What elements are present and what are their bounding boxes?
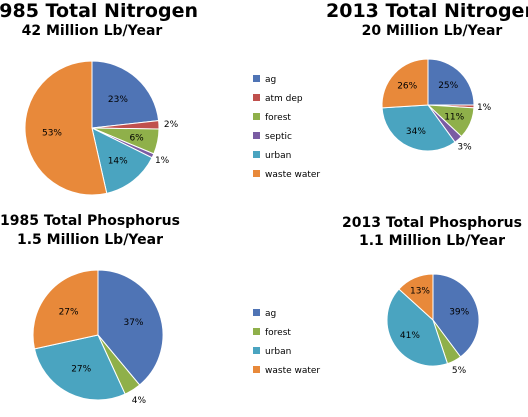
legend-swatch-urban [253,151,260,158]
slice-label-urban: 41% [400,331,420,341]
pie-slice-waste-water [24,60,108,196]
legend-label-waste-water: waste water [265,170,320,180]
legend-phosphorus: ag forest urban waste water [253,309,320,376]
slice-label-ag: 25% [438,81,458,91]
chart-title: 2013 Total Phosphorus [342,215,522,231]
slice-label-urban: 14% [108,157,128,167]
pie-slice-urban [33,334,126,401]
legend-swatch-waste-water [253,170,260,177]
slice-label-forest: 11% [444,112,464,122]
slice-label-waste-water: 26% [397,82,417,92]
pie-chart-1985-total-phosphorus: 1985 Total Phosphorus 1.5 Million Lb/Year… [0,213,180,406]
slice-label-forest: 4% [132,396,147,406]
legend-label-waste-water: waste water [265,366,320,376]
legend-label-urban: urban [265,347,291,357]
slice-label-ag: 37% [123,318,143,328]
legend-swatch-ag [253,75,260,82]
legend-swatch-forest [253,328,260,335]
slice-label-waste-water: 13% [410,287,430,297]
slice-label-waste-water: 27% [59,307,79,317]
slice-label-septic: 3% [457,142,472,152]
legend-swatch-waste-water [253,366,260,373]
chart-title: 1985 Total Nitrogen [0,0,198,22]
slice-label-atm-dep: 1% [477,103,492,113]
pie-chart-2013-total-phosphorus: 2013 Total Phosphorus 1.1 Million Lb/Year… [342,215,522,376]
legend-swatch-urban [253,347,260,354]
slice-label-septic: 1% [155,156,170,166]
slice-label-forest: 5% [452,366,467,376]
chart-title: 1985 Total Phosphorus [0,213,180,229]
chart-subtitle: 1.1 Million Lb/Year [359,233,505,249]
legend-swatch-septic [253,132,260,139]
legend-swatch-ag [253,309,260,316]
pie-slice-ag [432,273,480,358]
slice-label-ag: 39% [449,307,469,317]
slice-label-forest: 6% [129,133,144,143]
legend-label-ag: ag [265,75,276,85]
pie-slice-urban [386,288,449,367]
chart-subtitle: 42 Million Lb/Year [22,23,163,39]
chart-subtitle: 20 Million Lb/Year [362,23,503,39]
pie-slice-ag [91,60,160,129]
pie-slice-ag [97,269,164,386]
slice-label-ag: 23% [108,95,128,105]
legend-label-urban: urban [265,151,291,161]
pie-slice-waste-water [381,58,429,109]
pie-slice-urban [91,127,153,194]
legend-label-forest: forest [265,328,291,338]
chart-title: 2013 Total Nitrogen [326,0,528,22]
legend-label-forest: forest [265,113,291,123]
pie-slice-waste-water [398,273,434,322]
pie-slice-waste-water [32,269,99,350]
legend-label-atm-dep: atm dep [265,94,303,104]
legend-label-ag: ag [265,309,276,319]
chart-subtitle: 1.5 Million Lb/Year [17,232,163,248]
slice-label-urban: 34% [406,127,426,137]
slice-label-urban: 27% [71,365,91,375]
legend-nitrogen: ag atm dep forest septic urban waste water [253,75,320,180]
legend-swatch-atm-dep [253,94,260,101]
slice-label-waste-water: 53% [42,129,62,139]
legend-label-septic: septic [265,132,292,142]
slice-label-atm-dep: 2% [164,120,179,130]
pie-slice-urban [381,104,456,152]
legend-swatch-forest [253,113,260,120]
pie-slice-ag [427,58,475,106]
